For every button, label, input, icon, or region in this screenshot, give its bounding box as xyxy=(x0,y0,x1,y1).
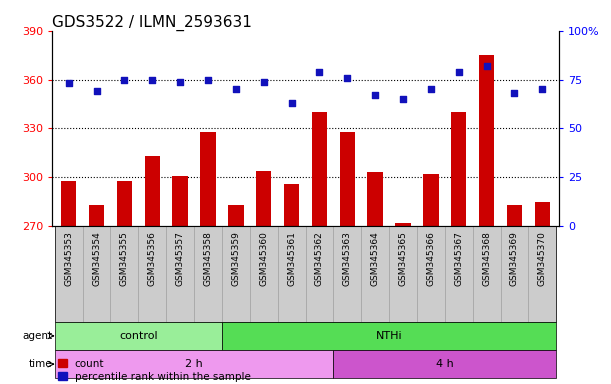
Bar xyxy=(312,112,327,226)
Point xyxy=(231,86,241,93)
Bar xyxy=(451,112,466,226)
Text: NTHi: NTHi xyxy=(376,331,403,341)
Point xyxy=(175,78,185,84)
Text: GSM345366: GSM345366 xyxy=(426,231,436,286)
Bar xyxy=(166,226,194,322)
Point xyxy=(426,86,436,93)
Text: GSM345369: GSM345369 xyxy=(510,231,519,286)
Bar xyxy=(277,226,306,322)
Text: GSM345353: GSM345353 xyxy=(64,231,73,286)
Bar xyxy=(222,322,556,350)
Text: GSM345355: GSM345355 xyxy=(120,231,129,286)
Bar xyxy=(172,176,188,226)
Bar xyxy=(55,350,334,378)
Text: GSM345364: GSM345364 xyxy=(371,231,379,286)
Bar xyxy=(529,226,556,322)
Bar xyxy=(82,226,111,322)
Point xyxy=(259,78,269,84)
Bar xyxy=(417,226,445,322)
Bar xyxy=(535,202,550,226)
Text: GSM345361: GSM345361 xyxy=(287,231,296,286)
Bar xyxy=(306,226,334,322)
Point xyxy=(147,76,157,83)
Bar xyxy=(473,226,500,322)
Bar xyxy=(111,226,138,322)
Bar xyxy=(222,226,250,322)
Bar xyxy=(145,156,160,226)
Point xyxy=(538,86,547,93)
Point xyxy=(315,69,324,75)
Text: 4 h: 4 h xyxy=(436,359,454,369)
Bar xyxy=(55,226,82,322)
Text: 2 h: 2 h xyxy=(185,359,203,369)
Bar xyxy=(138,226,166,322)
Bar xyxy=(117,180,132,226)
Bar xyxy=(423,174,439,226)
Point xyxy=(510,90,519,96)
Point xyxy=(481,63,491,69)
Bar xyxy=(89,205,104,226)
Text: GSM345363: GSM345363 xyxy=(343,231,352,286)
Point xyxy=(203,76,213,83)
Bar xyxy=(256,171,271,226)
Legend: count, percentile rank within the sample: count, percentile rank within the sample xyxy=(57,358,252,382)
Bar xyxy=(334,350,556,378)
Text: GSM345358: GSM345358 xyxy=(203,231,213,286)
Text: GSM345367: GSM345367 xyxy=(454,231,463,286)
Text: agent: agent xyxy=(23,331,53,341)
Bar xyxy=(334,226,361,322)
Bar xyxy=(61,180,76,226)
Text: GDS3522 / ILMN_2593631: GDS3522 / ILMN_2593631 xyxy=(52,15,252,31)
Bar xyxy=(445,226,473,322)
Point xyxy=(342,74,352,81)
Text: GSM345360: GSM345360 xyxy=(259,231,268,286)
Text: GSM345356: GSM345356 xyxy=(148,231,157,286)
Bar xyxy=(200,132,216,226)
Text: GSM345365: GSM345365 xyxy=(398,231,408,286)
Bar xyxy=(367,172,383,226)
Bar xyxy=(250,226,277,322)
Point xyxy=(64,80,73,86)
Bar xyxy=(55,322,222,350)
Bar xyxy=(479,55,494,226)
Bar xyxy=(507,205,522,226)
Text: control: control xyxy=(119,331,158,341)
Bar xyxy=(500,226,529,322)
Text: GSM345368: GSM345368 xyxy=(482,231,491,286)
Text: GSM345354: GSM345354 xyxy=(92,231,101,286)
Text: time: time xyxy=(29,359,53,369)
Text: GSM345362: GSM345362 xyxy=(315,231,324,286)
Point xyxy=(120,76,130,83)
Bar xyxy=(389,226,417,322)
Point xyxy=(398,96,408,102)
Text: GSM345357: GSM345357 xyxy=(175,231,185,286)
Bar xyxy=(228,205,244,226)
Bar xyxy=(284,184,299,226)
Text: GSM345359: GSM345359 xyxy=(232,231,240,286)
Point xyxy=(92,88,101,94)
Point xyxy=(454,69,464,75)
Point xyxy=(287,100,296,106)
Text: GSM345370: GSM345370 xyxy=(538,231,547,286)
Bar xyxy=(361,226,389,322)
Bar xyxy=(194,226,222,322)
Point xyxy=(370,92,380,98)
Bar xyxy=(340,132,355,226)
Bar xyxy=(395,223,411,226)
